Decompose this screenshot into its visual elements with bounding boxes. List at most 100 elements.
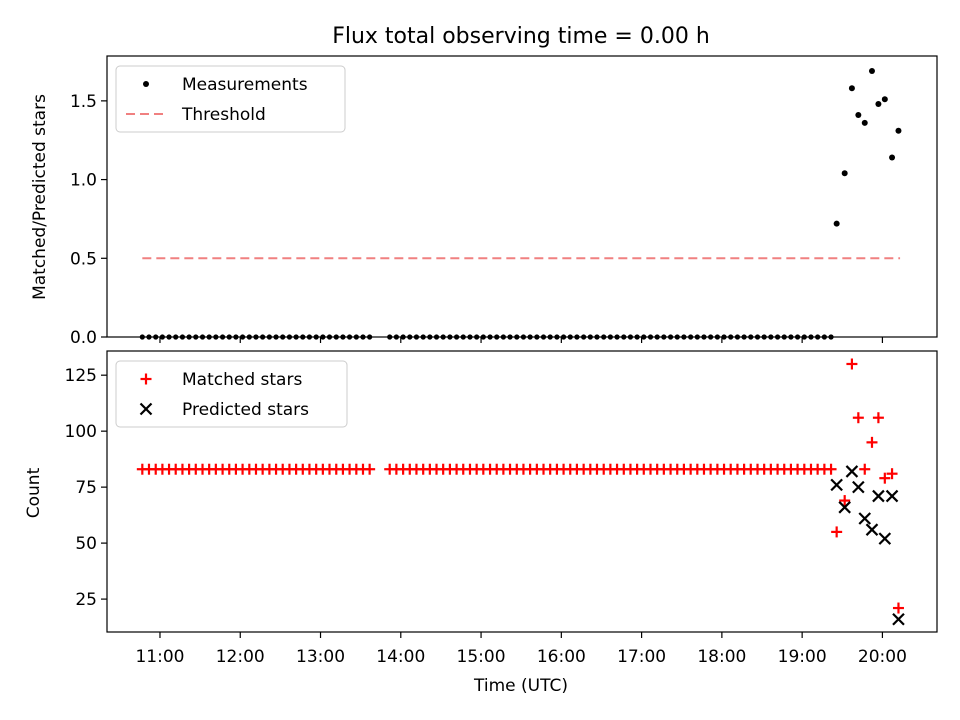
measurement-point (708, 334, 714, 340)
y-tick-label: 75 (75, 478, 97, 498)
measurement-point (868, 67, 875, 74)
measurement-point (881, 96, 888, 103)
measurement-point (768, 334, 774, 340)
measurement-point (861, 119, 868, 126)
measurement-point (534, 334, 540, 340)
measurement-point (460, 334, 466, 340)
top-panel: 0.0 0.5 1.0 1.5 Measurements Threshold (70, 55, 938, 348)
measurement-point (547, 334, 553, 340)
measurement-point (821, 334, 827, 340)
measurement-point (206, 334, 212, 340)
measurement-point (514, 334, 520, 340)
measurement-point (239, 334, 246, 340)
measurement-point (213, 334, 219, 340)
plot-area (136, 358, 905, 626)
y-tick-label: 0.5 (70, 249, 97, 269)
measurement-point (400, 334, 406, 340)
measurement-point (199, 334, 206, 340)
chart-title: Flux total observing time = 0.00 h (332, 24, 710, 49)
measurement-point (741, 334, 747, 340)
measurement-point (139, 334, 145, 340)
measurement-point (889, 154, 896, 161)
measurement-point (694, 334, 700, 340)
measurement-point (761, 334, 767, 340)
measurement-point (734, 334, 741, 340)
measurement-point (186, 334, 192, 340)
measurement-point (253, 334, 259, 340)
measurement-point (754, 334, 761, 340)
predicted-star-marker (838, 501, 851, 514)
measurement-point (895, 127, 902, 134)
measurement-point (453, 334, 460, 340)
measurement-point (326, 334, 333, 340)
measurement-point (166, 334, 172, 340)
measurement-point (353, 334, 359, 340)
measurement-point (841, 170, 848, 177)
measurement-point (567, 334, 573, 340)
measurement-point (848, 85, 855, 92)
measurement-point (193, 334, 199, 340)
legend-label: Threshold (181, 105, 266, 125)
measurement-point (801, 334, 807, 340)
measurement-point (407, 334, 413, 340)
measurement-point (507, 334, 513, 340)
measurement-point (540, 334, 547, 340)
measurement-point (581, 334, 587, 340)
measurement-point (433, 334, 440, 340)
measurement-point (788, 334, 794, 340)
x-tick-label: 16:00 (537, 647, 586, 667)
measurement-point (233, 334, 239, 340)
measurement-point (781, 334, 787, 340)
measurement-point (273, 334, 279, 340)
x-tick-label: 13:00 (296, 647, 345, 667)
measurement-point (661, 334, 667, 340)
measurement-point (721, 334, 727, 340)
measurement-point (306, 334, 313, 340)
measurement-point (246, 334, 252, 340)
measurement-point (260, 334, 266, 340)
measurement-point (393, 334, 399, 340)
bottom-panel: 25 50 75 100 125 11:00 12:00 13:00 14:00 15:00 16:… (65, 350, 938, 667)
measurement-point (153, 334, 159, 340)
plot-area (139, 67, 902, 340)
y-tick-label: 25 (75, 590, 97, 610)
x-tick-label: 18:00 (697, 647, 746, 667)
measurement-point (794, 334, 801, 340)
measurement-point (480, 334, 486, 340)
measurement-point (815, 334, 821, 340)
predicted-star-marker (878, 532, 892, 545)
measurement-point (420, 334, 426, 340)
predicted-star-marker (852, 480, 865, 494)
measurement-point (774, 334, 781, 340)
measurement-point (146, 334, 152, 340)
measurement-point (226, 334, 232, 340)
x-tick-label: 11:00 (135, 647, 184, 667)
legend: Measurements Threshold (115, 65, 346, 133)
measurement-point (447, 334, 453, 340)
measurement-point (173, 334, 179, 340)
legend: Matched stars Predicted stars (115, 360, 348, 428)
measurement-point (674, 334, 680, 340)
x-tick-label: 15:00 (457, 647, 506, 667)
measurement-point (219, 334, 226, 340)
predicted-star-marker (830, 478, 843, 492)
top-y-axis-label: Matched/Predicted stars (30, 94, 50, 300)
measurement-point (360, 334, 366, 340)
measurement-point (587, 334, 593, 340)
measurement-point (520, 334, 527, 340)
measurement-point (647, 334, 654, 340)
legend-dot-marker (143, 81, 149, 87)
measurement-point (621, 334, 627, 340)
y-tick-label: 50 (75, 534, 97, 554)
measurement-point (833, 220, 840, 227)
x-tick-label: 14:00 (376, 647, 425, 667)
predicted-star-marker (845, 465, 859, 478)
y-tick-label: 1.5 (70, 92, 97, 112)
predicted-star-marker (892, 612, 905, 626)
legend-label: Matched stars (182, 370, 302, 390)
measurement-point (627, 334, 634, 340)
measurement-point (614, 334, 620, 340)
legend-label: Predicted stars (182, 400, 309, 420)
measurement-point (159, 334, 165, 340)
measurement-point (494, 334, 500, 340)
